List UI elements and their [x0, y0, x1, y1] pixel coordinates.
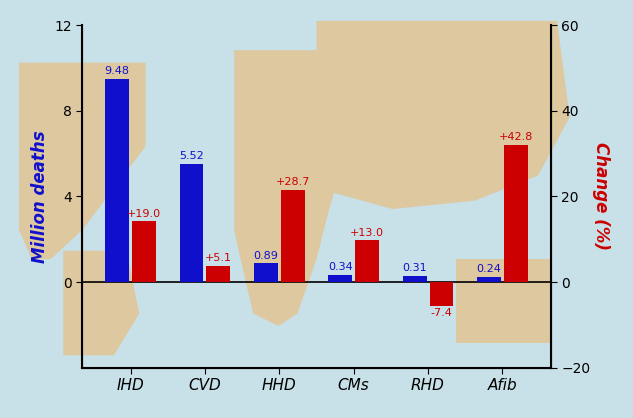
- Text: 0.34: 0.34: [328, 263, 353, 272]
- Text: +13.0: +13.0: [350, 228, 384, 238]
- Bar: [206, 266, 230, 282]
- Bar: [504, 145, 528, 282]
- Polygon shape: [19, 63, 146, 259]
- Bar: [132, 221, 156, 282]
- Y-axis label: Change (%): Change (%): [592, 143, 610, 250]
- Y-axis label: Million deaths: Million deaths: [30, 130, 49, 263]
- Polygon shape: [63, 251, 139, 355]
- Bar: [281, 190, 304, 282]
- Bar: [403, 275, 427, 282]
- Text: 0.24: 0.24: [477, 265, 501, 275]
- Bar: [254, 263, 278, 282]
- Bar: [105, 79, 129, 282]
- Bar: [430, 282, 453, 306]
- Text: +19.0: +19.0: [127, 209, 161, 219]
- Text: -7.4: -7.4: [430, 308, 453, 319]
- Bar: [477, 277, 501, 282]
- Polygon shape: [316, 21, 570, 209]
- Bar: [355, 240, 379, 282]
- Text: 0.89: 0.89: [253, 250, 279, 260]
- Text: 5.52: 5.52: [179, 151, 204, 161]
- Polygon shape: [234, 50, 348, 326]
- Bar: [180, 164, 203, 282]
- Text: 9.48: 9.48: [104, 66, 130, 76]
- Bar: [329, 275, 352, 282]
- Text: 0.31: 0.31: [403, 263, 427, 273]
- Polygon shape: [456, 259, 551, 343]
- Text: +42.8: +42.8: [499, 132, 533, 142]
- Text: +28.7: +28.7: [275, 177, 310, 187]
- Text: +5.1: +5.1: [205, 253, 232, 263]
